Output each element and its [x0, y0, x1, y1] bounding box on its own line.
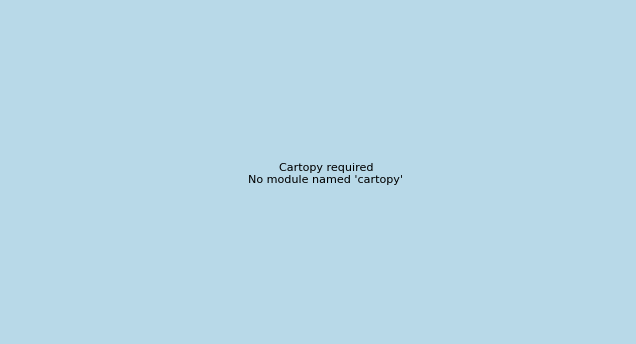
Text: Cartopy required
No module named 'cartopy': Cartopy required No module named 'cartop…	[249, 163, 403, 184]
